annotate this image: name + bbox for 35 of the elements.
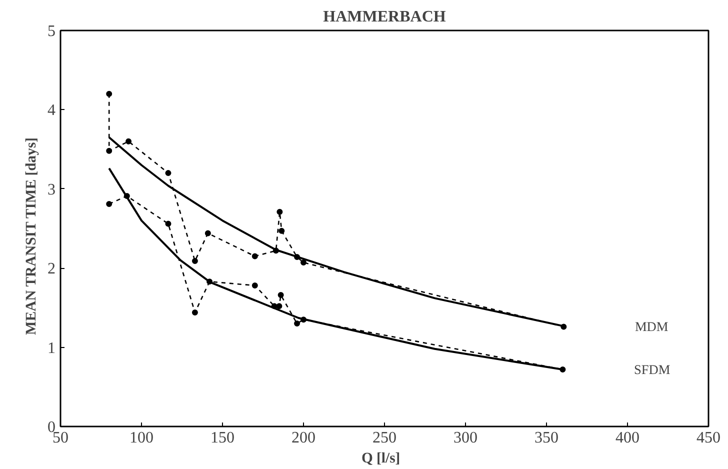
x-tick-label: 250 bbox=[372, 430, 396, 446]
point bbox=[106, 148, 112, 154]
point bbox=[106, 90, 112, 97]
chart-title: HAMMERBACH bbox=[323, 8, 446, 26]
x-tick-label: 200 bbox=[292, 430, 316, 446]
point bbox=[106, 200, 112, 207]
x-tick-label: 400 bbox=[616, 430, 640, 446]
text: SFDM bbox=[634, 362, 670, 377]
point bbox=[192, 258, 198, 264]
point bbox=[165, 170, 172, 176]
x-tick-label: 150 bbox=[210, 430, 234, 446]
y-tick-label: 5 bbox=[48, 23, 56, 40]
y-tick-label: 3 bbox=[48, 181, 56, 198]
point bbox=[300, 260, 306, 266]
point bbox=[276, 303, 282, 310]
y-tick-label: 1 bbox=[48, 340, 56, 357]
point bbox=[192, 309, 198, 316]
point bbox=[278, 292, 284, 298]
point bbox=[204, 230, 211, 236]
text: MDM bbox=[634, 319, 668, 334]
x-axis-title: Q [l/s] bbox=[362, 450, 400, 466]
point bbox=[252, 282, 258, 289]
x-tick-label: 300 bbox=[454, 430, 478, 446]
point bbox=[126, 138, 132, 144]
y-axis-title: MEAN TRANSIT TIME [days] bbox=[24, 137, 40, 335]
y-tick-label: 4 bbox=[48, 102, 56, 120]
point bbox=[278, 228, 285, 234]
point bbox=[294, 320, 300, 327]
point bbox=[165, 220, 172, 227]
point bbox=[252, 253, 258, 260]
point bbox=[276, 208, 283, 215]
x-tick-label: 450 bbox=[696, 430, 720, 446]
y-tick-label: 2 bbox=[48, 260, 56, 278]
x-tick-label: 100 bbox=[130, 430, 154, 446]
x-tick-label: 350 bbox=[534, 430, 558, 446]
